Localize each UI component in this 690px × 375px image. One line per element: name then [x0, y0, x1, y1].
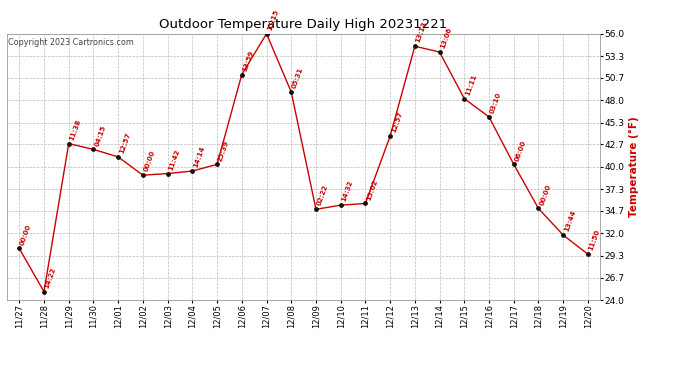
Text: 00:00: 00:00 [143, 150, 156, 173]
Text: 15:15: 15:15 [266, 9, 279, 31]
Point [484, 114, 495, 120]
Point [409, 43, 420, 49]
Text: 14:22: 14:22 [44, 266, 57, 289]
Text: 03:10: 03:10 [489, 92, 502, 114]
Point [384, 133, 395, 139]
Text: 11:42: 11:42 [168, 148, 181, 171]
Point [459, 96, 470, 102]
Text: 15:02: 15:02 [366, 178, 379, 201]
Text: 13:59: 13:59 [241, 49, 255, 72]
Point [558, 232, 569, 238]
Point [236, 72, 247, 78]
Text: 06:00: 06:00 [514, 139, 527, 162]
Point [162, 171, 173, 177]
Point [88, 146, 99, 152]
Text: Copyright 2023 Cartronics.com: Copyright 2023 Cartronics.com [8, 38, 134, 47]
Point [14, 245, 25, 251]
Text: 11:38: 11:38 [69, 118, 82, 141]
Point [187, 168, 198, 174]
Point [261, 31, 272, 37]
Text: 11:11: 11:11 [464, 73, 477, 96]
Text: 13:13: 13:13 [415, 21, 428, 44]
Point [286, 89, 297, 95]
Point [212, 161, 223, 167]
Text: 13:06: 13:06 [440, 27, 453, 50]
Point [137, 172, 148, 178]
Text: 00:00: 00:00 [538, 183, 552, 206]
Point [310, 206, 322, 212]
Text: 05:31: 05:31 [291, 67, 304, 90]
Text: 14:14: 14:14 [193, 146, 206, 168]
Text: 12:57: 12:57 [118, 132, 131, 154]
Point [335, 202, 346, 208]
Point [63, 141, 75, 147]
Text: 12:57: 12:57 [390, 111, 403, 134]
Text: 11:50: 11:50 [588, 229, 601, 252]
Text: 14:32: 14:32 [341, 180, 354, 203]
Title: Outdoor Temperature Daily High 20231221: Outdoor Temperature Daily High 20231221 [159, 18, 448, 31]
Text: 00:00: 00:00 [19, 223, 32, 246]
Point [112, 154, 124, 160]
Text: 02:22: 02:22 [316, 184, 329, 207]
Point [533, 206, 544, 212]
Point [434, 49, 445, 55]
Point [39, 289, 50, 295]
Text: 04:15: 04:15 [93, 124, 107, 147]
Text: 13:44: 13:44 [563, 209, 577, 232]
Point [509, 161, 520, 167]
Point [360, 201, 371, 207]
Text: 25:39: 25:39 [217, 139, 230, 162]
Y-axis label: Temperature (°F): Temperature (°F) [629, 117, 639, 217]
Point [582, 251, 593, 257]
